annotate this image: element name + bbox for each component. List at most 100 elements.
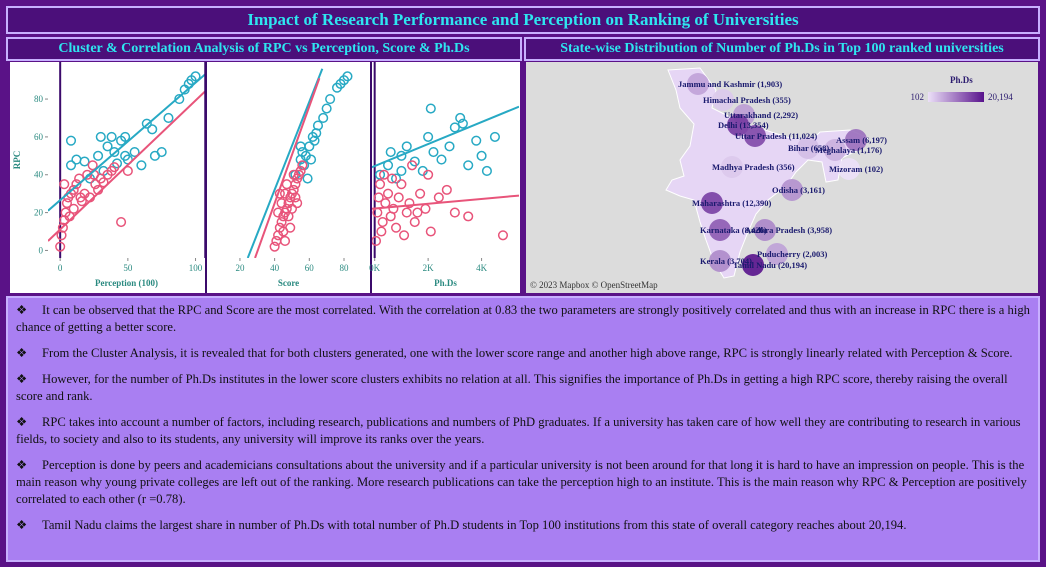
point: [455, 112, 466, 124]
state-region: [754, 219, 776, 241]
point: [497, 230, 509, 241]
point: [489, 131, 500, 142]
point: [382, 188, 394, 199]
point: [93, 150, 104, 161]
state-label: Uttarakhand (2,292): [724, 110, 798, 120]
point: [407, 160, 418, 171]
point: [279, 235, 291, 247]
state-region: [721, 156, 743, 178]
state-label: Meghalaya (1,176): [815, 145, 882, 155]
state-label: Maharashtra (12,390): [692, 198, 771, 208]
point: [59, 179, 70, 190]
bullet-text: However, for the number of Ph.Ds institu…: [16, 372, 1008, 403]
y-tick-label: 60: [34, 132, 44, 142]
point: [279, 188, 291, 199]
legend-bar: [928, 92, 984, 102]
point: [311, 128, 322, 139]
trend-line: [48, 90, 205, 242]
point: [471, 135, 482, 146]
point: [57, 222, 68, 233]
charts: 0 50 100 0 20 40 60 80 RPC Perception (100) 20 40 60…: [10, 62, 1038, 293]
trend-line: [254, 77, 321, 258]
state-label: Himachal Pradesh (355): [703, 95, 791, 105]
point: [75, 192, 86, 203]
point: [428, 146, 439, 158]
point: [388, 203, 399, 214]
bullet-text: RPC takes into account a number of facto…: [16, 415, 1021, 446]
bullet: ❖ Perception is done by peers and academi…: [16, 457, 1030, 508]
point: [449, 122, 460, 133]
state-label: Bihar (658): [788, 143, 829, 153]
point: [302, 173, 313, 184]
panel-title: Cluster & Correlation Analysis of RPC vs…: [6, 37, 522, 61]
x-tick-label: 0K: [369, 263, 381, 273]
point: [65, 135, 77, 146]
point: [120, 131, 131, 142]
point: [269, 241, 280, 252]
state-label: Uttar Pradesh (11,024): [735, 131, 817, 141]
point: [342, 71, 353, 82]
point: [122, 165, 133, 177]
point: [147, 124, 158, 135]
plot-area: [246, 68, 353, 258]
x-tick-label: 60: [305, 263, 315, 273]
point: [401, 207, 412, 218]
point: [68, 184, 79, 195]
point: [415, 188, 426, 199]
bullet-marker: ❖: [16, 415, 28, 429]
trend-line: [372, 105, 519, 169]
point: [441, 184, 452, 195]
point: [106, 131, 117, 142]
point: [286, 203, 298, 214]
x-axis-label: Perception (100): [95, 278, 158, 288]
point: [61, 198, 72, 209]
state-region: [709, 219, 731, 241]
point: [87, 160, 98, 171]
state-region: [797, 137, 819, 159]
point: [444, 141, 455, 152]
point: [292, 198, 303, 209]
y-tick-label: 0: [39, 245, 44, 255]
point: [391, 173, 402, 184]
point: [374, 169, 386, 180]
state-label: Kerala (3,704): [700, 256, 752, 266]
state-label: Assam (6,197): [836, 135, 887, 145]
point: [476, 150, 487, 161]
point: [391, 222, 402, 233]
point: [372, 235, 382, 247]
plot-area: [48, 71, 205, 252]
state-label: Madhya Pradesh (356): [712, 162, 795, 172]
bullet: ❖ However, for the number of Ph.Ds instit…: [16, 371, 1030, 405]
trend-line: [48, 73, 205, 212]
state-label: Tamil Nadu (20,194): [733, 260, 807, 270]
point: [412, 207, 423, 218]
point: [457, 118, 468, 129]
point: [463, 211, 474, 222]
legend-min: 102: [911, 92, 925, 102]
x-tick-label: 2K: [423, 263, 435, 273]
state-region: [687, 73, 709, 95]
bullet: ❖ It can be observed that the RPC and Sco…: [16, 302, 1030, 336]
point: [141, 118, 152, 129]
point: [385, 146, 396, 158]
state-region: [845, 129, 867, 151]
point: [396, 165, 407, 177]
point: [163, 112, 174, 124]
bullet-marker: ❖: [16, 346, 28, 360]
point: [102, 141, 113, 152]
point: [109, 162, 120, 173]
state-label: Karnataka (8,426): [700, 225, 767, 235]
point: [98, 177, 109, 188]
bullet-marker: ❖: [16, 518, 28, 532]
bullet-text: Tamil Nadu claims the largest share in n…: [42, 518, 907, 532]
point: [325, 94, 336, 105]
bullet: ❖ RPC takes into account a number of fact…: [16, 414, 1030, 448]
x-tick-label: 20: [235, 263, 245, 273]
point: [393, 192, 404, 203]
map-attribution: © 2023 Mapbox © OpenStreetMap: [530, 280, 658, 290]
point: [377, 216, 388, 228]
point: [190, 71, 201, 82]
point: [404, 198, 415, 209]
point: [378, 169, 390, 180]
state-region: [727, 114, 749, 136]
